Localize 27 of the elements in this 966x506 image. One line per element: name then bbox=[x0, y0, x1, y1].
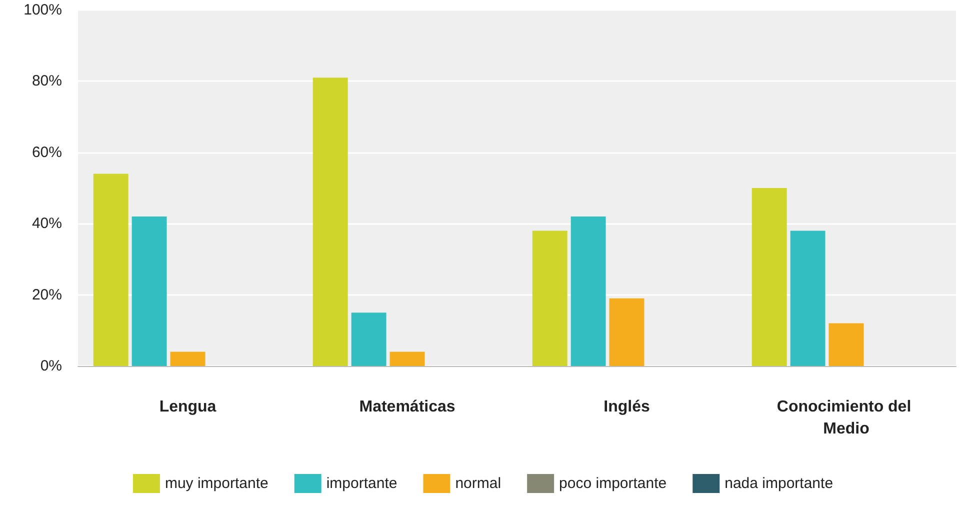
bar bbox=[390, 352, 425, 366]
y-tick-label: 0% bbox=[40, 358, 62, 374]
y-tick-label: 60% bbox=[32, 144, 62, 161]
bar bbox=[790, 230, 826, 366]
x-tick-label: Lengua bbox=[159, 398, 216, 416]
x-tick-label: Inglés bbox=[604, 398, 650, 416]
bar bbox=[312, 78, 348, 366]
bar bbox=[351, 312, 386, 366]
legend-label: muy importante bbox=[164, 475, 268, 492]
bar bbox=[609, 298, 644, 366]
bar bbox=[532, 230, 568, 366]
bar bbox=[170, 352, 206, 366]
x-tick-label: Matemáticas bbox=[359, 398, 456, 416]
bar bbox=[93, 174, 128, 366]
legend-label: normal bbox=[455, 475, 502, 492]
legend-label: nada importante bbox=[724, 475, 834, 492]
bar bbox=[132, 216, 167, 366]
bar bbox=[752, 188, 787, 366]
y-tick-label: 20% bbox=[32, 286, 62, 304]
bar bbox=[570, 216, 606, 366]
legend-label: poco importante bbox=[559, 475, 667, 492]
legend-label: importante bbox=[326, 475, 398, 492]
y-tick-label: 40% bbox=[32, 215, 62, 232]
x-tick-label: Conocimiento del Medio bbox=[776, 398, 916, 438]
y-tick-label: 80% bbox=[32, 72, 62, 90]
y-tick-label: 100% bbox=[24, 2, 62, 18]
bar bbox=[828, 323, 864, 366]
